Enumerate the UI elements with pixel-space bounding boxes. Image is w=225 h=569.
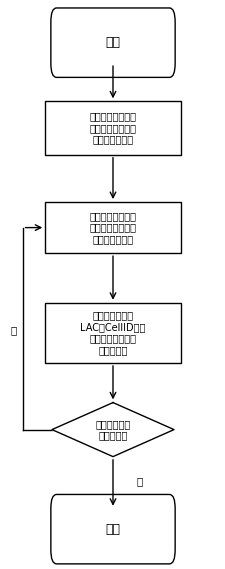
FancyBboxPatch shape <box>51 8 174 77</box>
Text: 测试过程中收集
LAC、CellID等信
息并上传到中央控
制服务器。: 测试过程中收集 LAC、CellID等信 息并上传到中央控 制服务器。 <box>80 311 145 355</box>
Text: 否: 否 <box>136 476 143 486</box>
FancyBboxPatch shape <box>45 101 180 155</box>
Text: 结束: 结束 <box>105 523 120 535</box>
Polygon shape <box>52 403 173 456</box>
FancyBboxPatch shape <box>45 202 180 253</box>
FancyBboxPatch shape <box>45 303 180 363</box>
Text: 如果该测试为
阶段性测试: 如果该测试为 阶段性测试 <box>95 419 130 440</box>
Text: 根据中央控制服务
器所分配的遗化进
行拟人测试工作: 根据中央控制服务 器所分配的遗化进 行拟人测试工作 <box>89 211 136 244</box>
FancyBboxPatch shape <box>51 494 174 564</box>
Text: 开始: 开始 <box>105 36 120 49</box>
Text: 中央控制服务器分
配拟人测试计划至
指定的各个终端: 中央控制服务器分 配拟人测试计划至 指定的各个终端 <box>89 112 136 145</box>
Text: 是: 是 <box>10 325 17 335</box>
